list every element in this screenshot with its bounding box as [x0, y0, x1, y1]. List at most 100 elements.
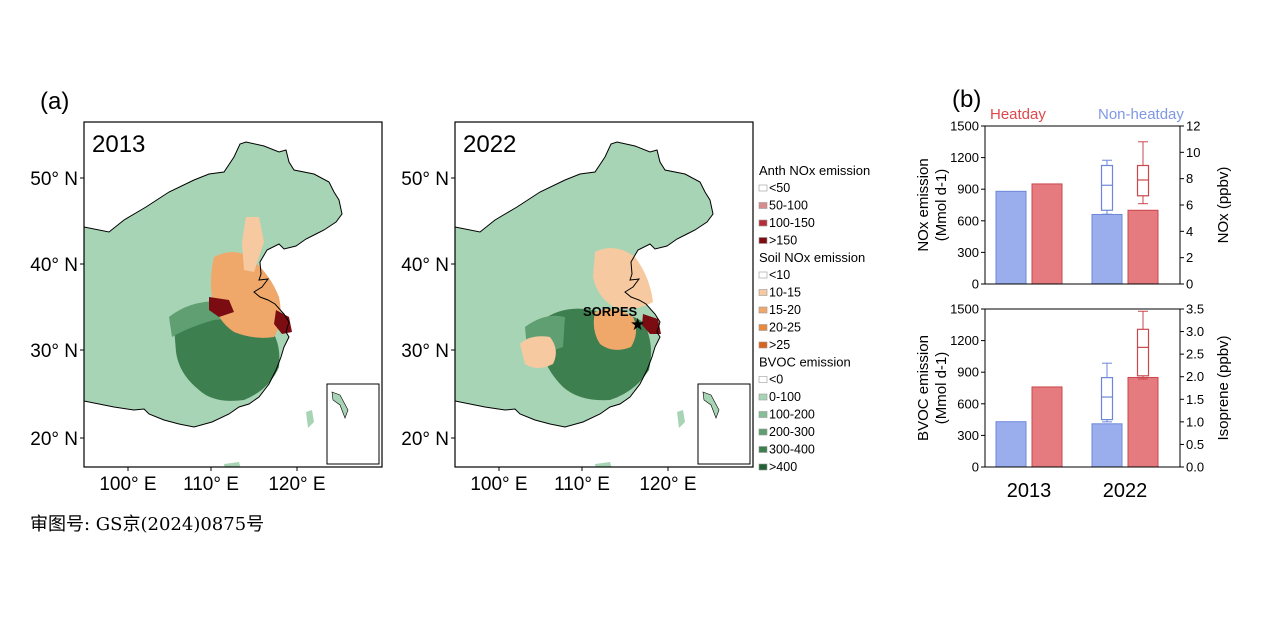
map-legend: Anth NOx emission <50 50-100 100-150 >150 Soi… [758, 163, 870, 474]
taiwan [306, 410, 314, 428]
legend-item-label: >25 [769, 338, 790, 352]
panel-b-label: (b) [952, 86, 981, 113]
soil-nox-north [242, 217, 264, 272]
right-axis-tick: 6 [1186, 198, 1193, 213]
lat-tick-label: 40° N [401, 255, 449, 276]
legend-item-label: >150 [769, 234, 797, 248]
lon-tick-label: 120° E [639, 474, 696, 495]
legend-item-label: 200-300 [769, 425, 815, 439]
emission-bar [1031, 183, 1063, 285]
left-axis-tick: 0 [972, 277, 979, 292]
legend-swatch [758, 271, 768, 279]
right-axis-tick: 2.5 [1186, 347, 1204, 362]
lat-tick-label: 20° N [30, 429, 78, 450]
left-axis-label: NOx emission(Mmol d-1) [915, 158, 950, 251]
left-axis-tick: 1500 [950, 119, 979, 134]
right-axis-tick: 3.0 [1186, 324, 1204, 339]
legend-item-label: 300-400 [769, 443, 815, 457]
left-axis-tick: 600 [957, 213, 979, 228]
year-axis-label: 2022 [1103, 480, 1148, 502]
lon-tick-label: 120° E [268, 474, 325, 495]
legend-swatch [758, 376, 768, 383]
right-axis-tick: 4 [1186, 224, 1193, 239]
lat-tick-label: 40° N [30, 255, 78, 276]
left-axis-tick: 600 [957, 396, 979, 411]
map-2013: 2013 [84, 122, 382, 467]
legend-group-title: BVOC emission [759, 355, 851, 370]
lat-tick-label: 50° N [401, 169, 449, 190]
right-axis-tick: 1.0 [1186, 414, 1204, 429]
legend-swatch [758, 446, 768, 453]
left-axis-tick: 0 [972, 460, 979, 475]
legend-swatch [758, 463, 768, 471]
legend-item-label: 10-15 [769, 286, 801, 300]
right-axis-tick: 0 [1186, 277, 1193, 292]
emission-bar [1091, 213, 1123, 285]
left-axis-tick: 900 [957, 182, 979, 197]
map-2022: 2022 SORPES ★ [455, 122, 753, 467]
concentration-boxplot [1100, 159, 1114, 215]
emission-bar [1127, 209, 1159, 285]
panel-b-charts: 0 300 600 900 1200 1500 0 2 4 6 8 10 12 NOx emission(… [915, 119, 1232, 503]
emission-bar [1031, 386, 1063, 468]
left-axis-tick: 1500 [950, 302, 979, 317]
legend-item-label: <50 [769, 181, 790, 195]
right-axis-tick: 1.5 [1186, 392, 1204, 407]
right-axis-tick: 0.5 [1186, 437, 1204, 452]
left-axis-tick: 300 [957, 428, 979, 443]
left-axis-tick: 300 [957, 245, 979, 260]
concentration-boxplot [1136, 141, 1150, 205]
legend-swatch [758, 184, 768, 192]
legend-swatch [758, 393, 768, 401]
lon-tick-label: 110° E [183, 474, 239, 495]
legend-swatch [758, 341, 768, 349]
legend-item-label: 50-100 [769, 199, 808, 213]
right-axis-label: Isoprene (ppbv) [1215, 335, 1232, 440]
legend-group-title: Anth NOx emission [759, 163, 870, 178]
emission-bar [1091, 423, 1123, 468]
right-axis-tick: 8 [1186, 171, 1193, 186]
left-axis-tick: 1200 [950, 150, 979, 165]
right-axis-tick: 2 [1186, 250, 1193, 265]
hainan [224, 462, 241, 467]
legend-swatch [758, 306, 768, 314]
legend-item-label: >400 [769, 460, 797, 474]
year-axis-label: 2013 [1007, 480, 1052, 502]
left-axis-label: BVOC emission(Mmol d-1) [915, 335, 950, 441]
soil-nox-central [593, 308, 637, 350]
legend-nonheatday: Non-heatday [1098, 106, 1184, 123]
legend-swatch [758, 219, 768, 227]
legend-item-label: 0-100 [769, 390, 801, 404]
soil-nox-north [593, 248, 653, 310]
legend-swatch [758, 428, 768, 436]
lat-tick-label: 30° N [401, 341, 449, 362]
map-2022-year: 2022 [463, 131, 516, 158]
soil-nox-sichuan [520, 336, 556, 368]
legend-item-label: <10 [769, 268, 790, 282]
concentration-boxplot [1136, 310, 1150, 380]
legend-item-label: 15-20 [769, 303, 801, 317]
lat-tick-label: 50° N [30, 169, 78, 190]
right-axis-tick: 12 [1186, 119, 1200, 134]
legend-item-label: 100-200 [769, 408, 815, 422]
legend-item-label: 20-25 [769, 321, 801, 335]
legend-swatch [758, 289, 768, 296]
lat-tick-label: 30° N [30, 341, 78, 362]
legend-heatday: Heatday [990, 106, 1046, 123]
right-axis-tick: 0.0 [1186, 460, 1204, 475]
right-axis-tick: 10 [1186, 145, 1200, 160]
map-2013-frame [83, 121, 383, 468]
right-axis-tick: 3.5 [1186, 302, 1204, 317]
legend-group-title: Soil NOx emission [759, 250, 865, 265]
hainan [595, 462, 612, 467]
lat-tick-label: 20° N [401, 429, 449, 450]
legend-swatch [758, 237, 768, 244]
legend-item-label: 100-150 [769, 216, 815, 230]
anth-nox-region [209, 297, 234, 317]
right-axis-label: NOx (ppbv) [1215, 167, 1232, 244]
legend-swatch [758, 324, 768, 331]
sorpes-star-icon: ★ [630, 315, 645, 334]
anth-nox-coast [642, 314, 661, 334]
emission-bar [995, 421, 1027, 468]
soil-nox-region [210, 252, 281, 338]
